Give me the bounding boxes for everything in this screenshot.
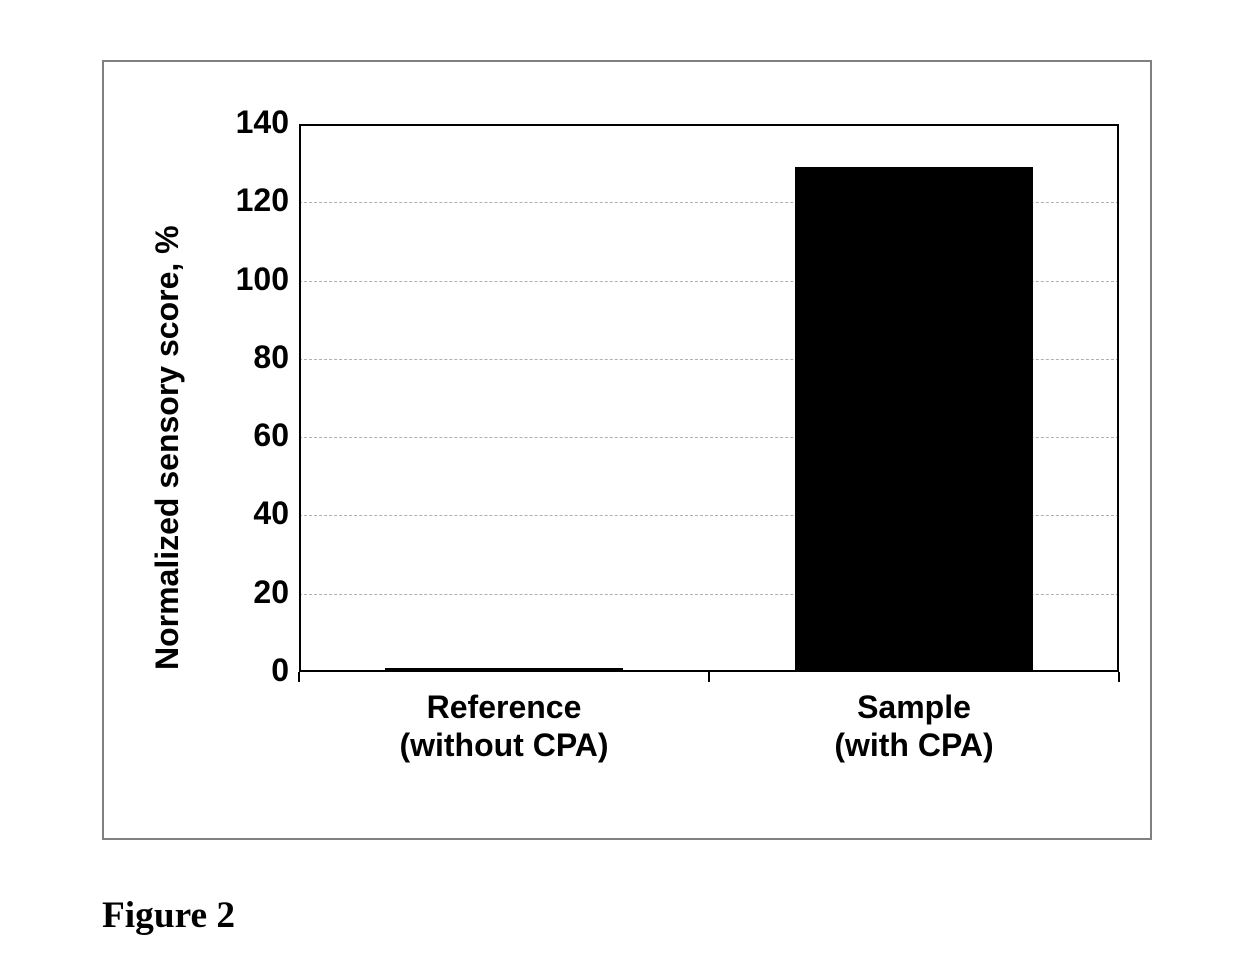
y-axis-line — [299, 124, 301, 672]
y-tick-label: 100 — [209, 261, 289, 298]
x-tick-mark — [1118, 672, 1120, 682]
bar — [795, 167, 1033, 672]
y-tick-label: 60 — [209, 417, 289, 454]
x-tick-label: Reference (without CPA) — [299, 688, 709, 765]
plot-area — [299, 124, 1119, 672]
y-tick-label: 140 — [209, 104, 289, 141]
x-tick-mark — [298, 672, 300, 682]
y-tick-label: 40 — [209, 495, 289, 532]
plot-right-border — [1117, 124, 1119, 672]
y-axis-label: Normalized sensory score, % — [149, 225, 186, 670]
y-tick-label: 120 — [209, 182, 289, 219]
chart-frame: Normalized sensory score, % 0 20 40 60 80 100… — [102, 60, 1152, 840]
page-root: Normalized sensory score, % 0 20 40 60 80 100… — [0, 0, 1240, 976]
figure-caption: Figure 2 — [102, 894, 235, 937]
x-tick-label: Sample (with CPA) — [709, 688, 1119, 765]
plot-top-border — [299, 124, 1119, 126]
x-tick-mark — [708, 672, 710, 682]
y-tick-label: 0 — [209, 652, 289, 689]
y-tick-label: 80 — [209, 339, 289, 376]
y-tick-label: 20 — [209, 574, 289, 611]
